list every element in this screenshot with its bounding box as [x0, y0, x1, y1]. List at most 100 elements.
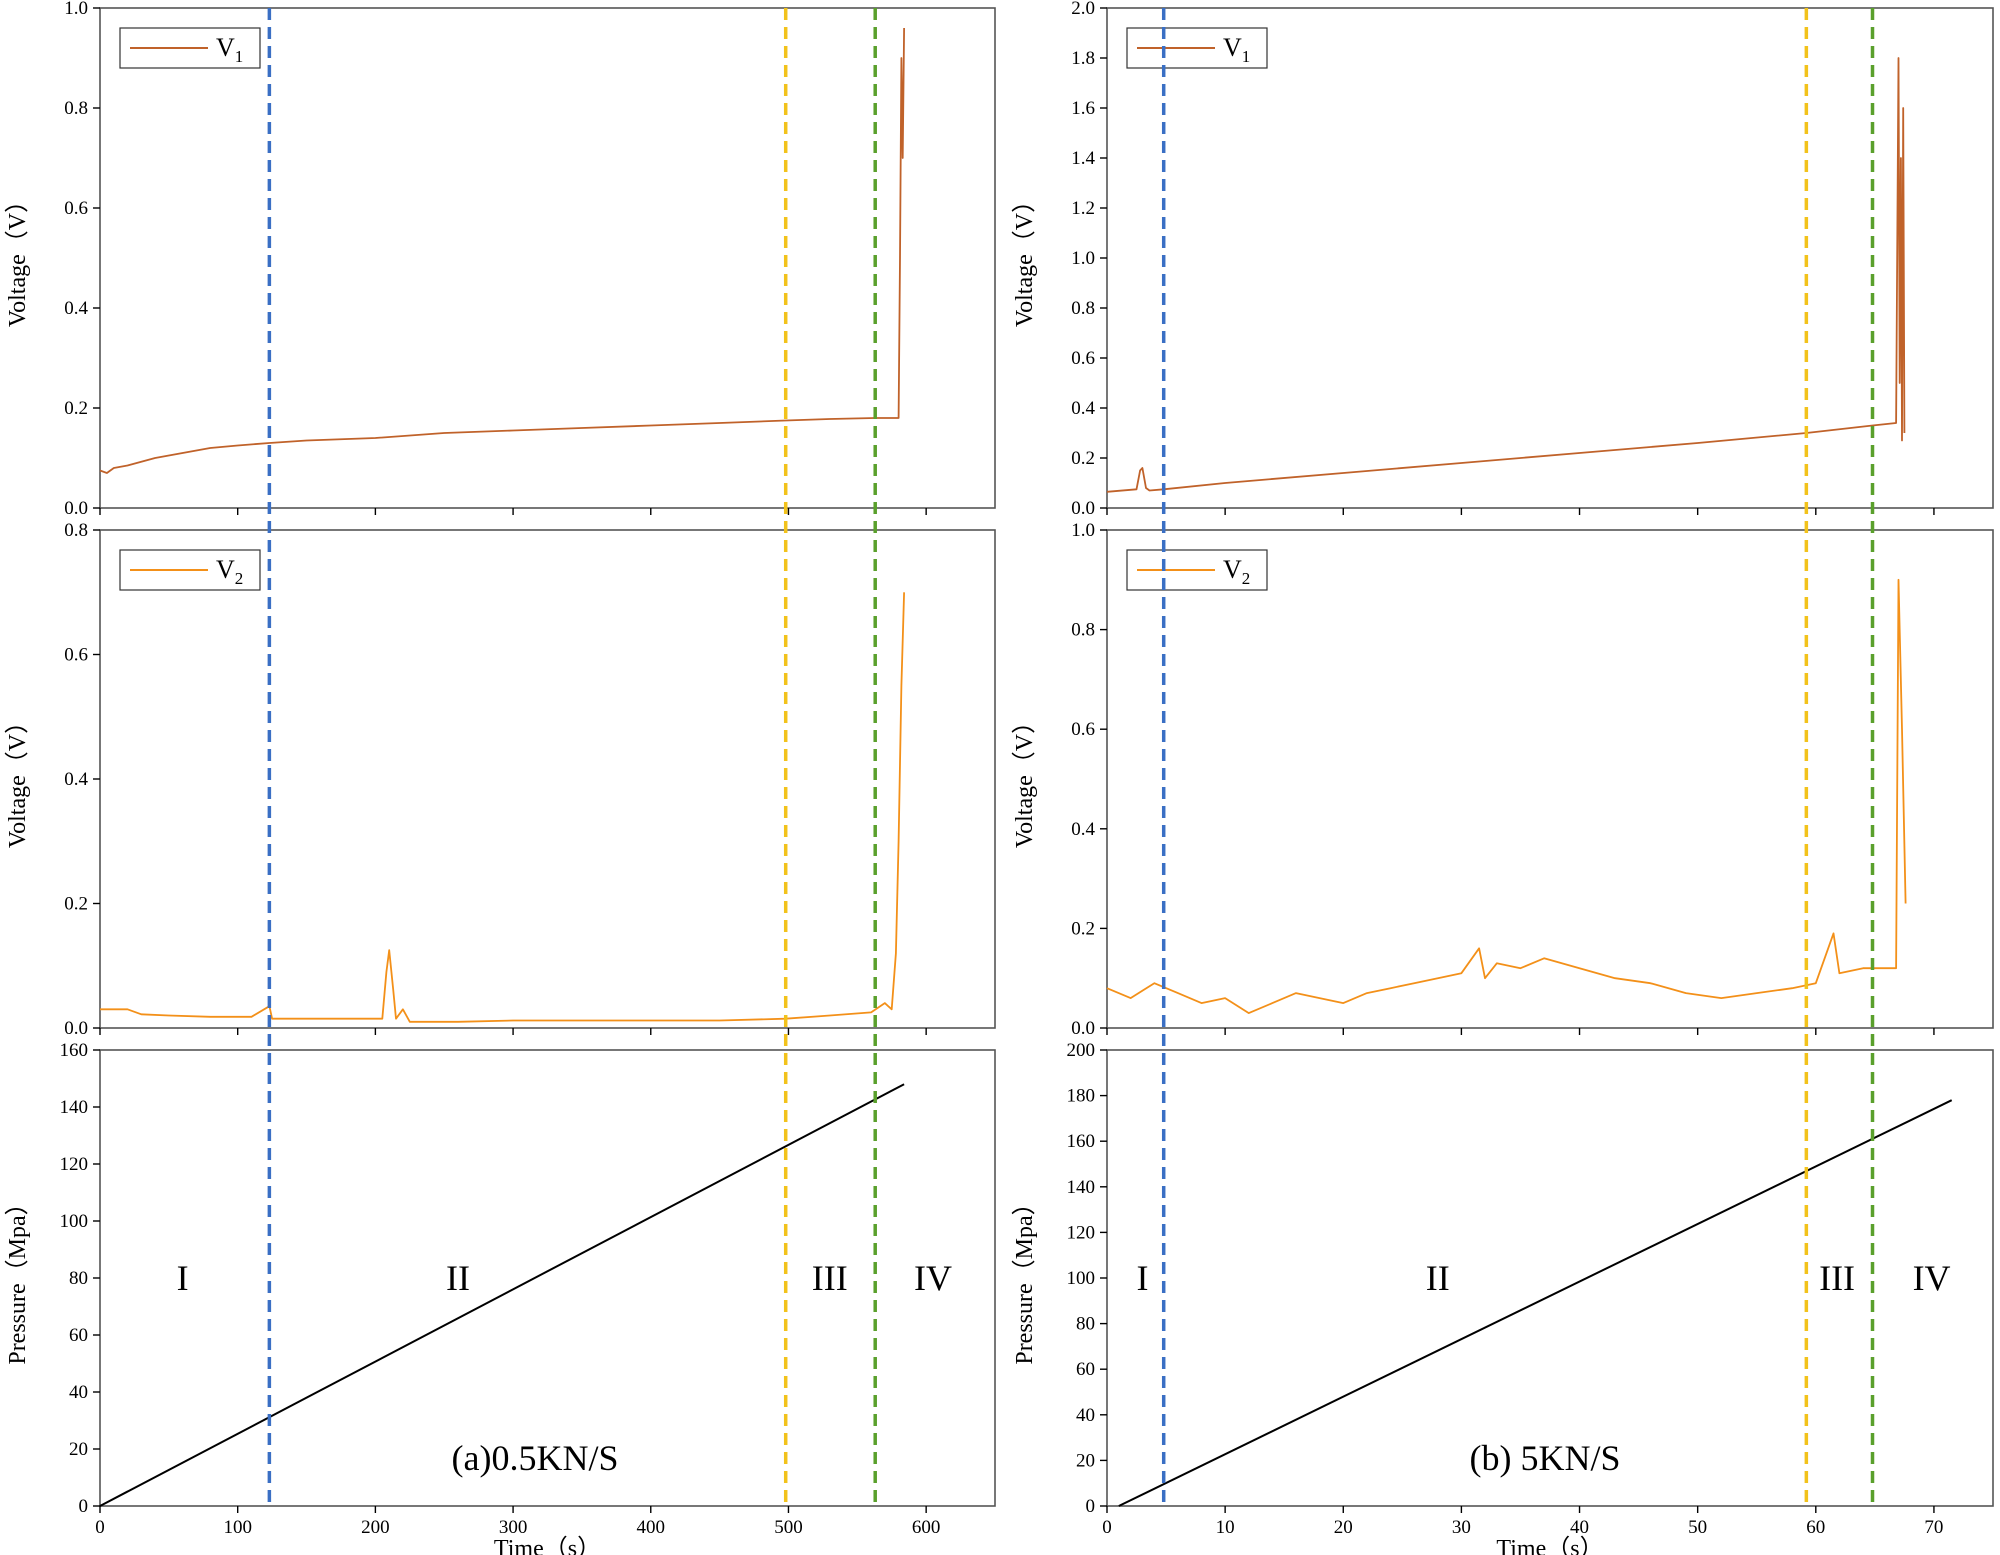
y-tick-label: 100	[1067, 1268, 1096, 1289]
y-tick-label: 0.8	[1071, 298, 1095, 319]
y-tick-label: 160	[1067, 1131, 1096, 1152]
y-tick-label: 1.0	[1071, 520, 1095, 541]
y-tick-label: 0.0	[1071, 498, 1095, 519]
legend-label: V2	[216, 555, 243, 588]
subplot-a-2: 0.0 0.2 0.4 0.6 0.8 Voltage（V） V2	[5, 520, 996, 1039]
stage-label: IV	[1913, 1258, 1951, 1298]
subplot-b-2: 0.0 0.2 0.4 0.6 0.8 1.0 Voltage（V） V2	[1012, 520, 1994, 1039]
x-tick-label: 100	[223, 1517, 252, 1538]
y-axis-title: Pressure（Mpa）	[1012, 1191, 1038, 1364]
subplot-b-1: 0.0 0.2 0.4 0.6 0.8 1.0 1.2 1.4 1.6 1.8 2.0 Voltage…	[1012, 0, 1994, 519]
y-tick-label: 120	[60, 1154, 89, 1175]
x-tick-label: 0	[1102, 1517, 1112, 1538]
y-tick-label: 20	[1076, 1450, 1095, 1471]
x-axis-title: Time（s）	[1496, 1536, 1603, 1555]
stage-label: IV	[914, 1258, 952, 1298]
y-tick-label: 1.0	[64, 0, 88, 19]
y-tick-label: 1.2	[1071, 198, 1095, 219]
y-axis-title: Voltage（V）	[5, 189, 31, 327]
y-tick-label: 40	[69, 1382, 88, 1403]
plot-frame	[99, 529, 996, 1029]
y-tick-label: 0.8	[64, 520, 88, 541]
y-tick-label: 0.4	[1071, 819, 1095, 840]
x-tick-label: 60	[1806, 1517, 1825, 1538]
plot-frame	[1106, 7, 1994, 509]
y-tick-label: 0	[79, 1496, 89, 1517]
y-tick-label: 80	[1076, 1314, 1095, 1335]
subplot-a-3: 0 20 40 60 80 100 120 140 160 0 100 200 300 400 500 600…	[5, 1040, 996, 1555]
stage-label: I	[177, 1258, 189, 1298]
stage-label: I	[1136, 1258, 1148, 1298]
y-tick-label: 160	[60, 1040, 89, 1061]
legend-label: V1	[216, 33, 243, 66]
y-tick-label: 0.4	[1071, 398, 1095, 419]
y-axis-title: Voltage（V）	[5, 710, 31, 848]
y-tick-label: 80	[69, 1268, 88, 1289]
legend-label: V1	[1223, 33, 1250, 66]
y-tick-label: 1.0	[1071, 248, 1095, 269]
chart-panel-a: 0.0 0.2 0.4 0.6 0.8 1.0 Voltage（V） V1 0.0 0.2 0.4 0…	[5, 0, 996, 1555]
y-tick-label: 120	[1067, 1222, 1096, 1243]
legend: V1	[1126, 27, 1268, 69]
x-tick-label: 600	[912, 1517, 941, 1538]
y-tick-label: 0.0	[64, 498, 88, 519]
y-axis-title: Voltage（V）	[1012, 710, 1038, 848]
y-tick-label: 1.6	[1071, 98, 1095, 119]
y-tick-label: 0.4	[64, 298, 88, 319]
y-tick-label: 0.6	[1071, 719, 1095, 740]
x-axis-title: Time（s）	[494, 1536, 601, 1555]
y-tick-label: 0.8	[1071, 620, 1095, 641]
x-tick-label: 0	[95, 1517, 105, 1538]
y-tick-label: 0.2	[1071, 918, 1095, 939]
y-tick-label: 60	[69, 1325, 88, 1346]
series-line-pressure	[1118, 1099, 1953, 1507]
y-axis-title: Voltage（V）	[1012, 189, 1038, 327]
x-tick-label: 30	[1452, 1517, 1471, 1538]
y-tick-label: 140	[60, 1097, 89, 1118]
plot-frame	[1106, 529, 1994, 1029]
legend: V2	[1126, 549, 1268, 591]
y-tick-label: 100	[60, 1211, 89, 1232]
series-line-v1	[1106, 57, 1906, 493]
y-tick-label: 1.4	[1071, 148, 1095, 169]
plot-frame	[99, 7, 996, 509]
series-line-v2	[1106, 578, 1907, 1014]
series-line-pressure	[99, 1083, 905, 1507]
y-tick-label: 0	[1086, 1496, 1096, 1517]
x-tick-label: 400	[637, 1517, 666, 1538]
legend-label: V2	[1223, 555, 1250, 588]
y-tick-label: 40	[1076, 1405, 1095, 1426]
x-tick-label: 40	[1570, 1517, 1589, 1538]
stage-label: III	[1819, 1258, 1855, 1298]
subplot-b-3: 0 20 40 60 80 100 120 140 160 180 200 0 10 20 30 40 50 60…	[1012, 1040, 1994, 1555]
y-tick-label: 0.0	[64, 1018, 88, 1039]
y-tick-label: 0.6	[1071, 348, 1095, 369]
x-tick-label: 20	[1334, 1517, 1353, 1538]
y-tick-label: 20	[69, 1439, 88, 1460]
chart-panel-b: 0.0 0.2 0.4 0.6 0.8 1.0 1.2 1.4 1.6 1.8 2.0 Voltage…	[1012, 0, 1994, 1555]
x-tick-label: 10	[1216, 1517, 1235, 1538]
y-tick-label: 0.6	[64, 198, 88, 219]
y-tick-label: 0.8	[64, 98, 88, 119]
series-line-v1	[99, 27, 905, 474]
series-line-v2	[100, 592, 905, 1023]
legend: V2	[119, 549, 261, 591]
y-tick-label: 0.6	[64, 645, 88, 666]
y-tick-label: 0.0	[1071, 1018, 1095, 1039]
stage-label: III	[812, 1258, 848, 1298]
y-tick-label: 0.2	[1071, 448, 1095, 469]
y-tick-label: 0.2	[64, 894, 88, 915]
y-axis-title: Pressure（Mpa）	[5, 1191, 31, 1364]
x-tick-label: 70	[1924, 1517, 1943, 1538]
y-tick-label: 60	[1076, 1359, 1095, 1380]
y-tick-label: 0.4	[64, 769, 88, 790]
y-tick-label: 180	[1067, 1086, 1096, 1107]
x-tick-label: 500	[774, 1517, 803, 1538]
y-tick-label: 1.8	[1071, 48, 1095, 69]
legend: V1	[119, 27, 261, 69]
y-tick-label: 140	[1067, 1177, 1096, 1198]
x-tick-label: 300	[499, 1517, 528, 1538]
y-tick-label: 2.0	[1071, 0, 1095, 19]
panel-caption: (a)0.5KN/S	[452, 1438, 619, 1478]
